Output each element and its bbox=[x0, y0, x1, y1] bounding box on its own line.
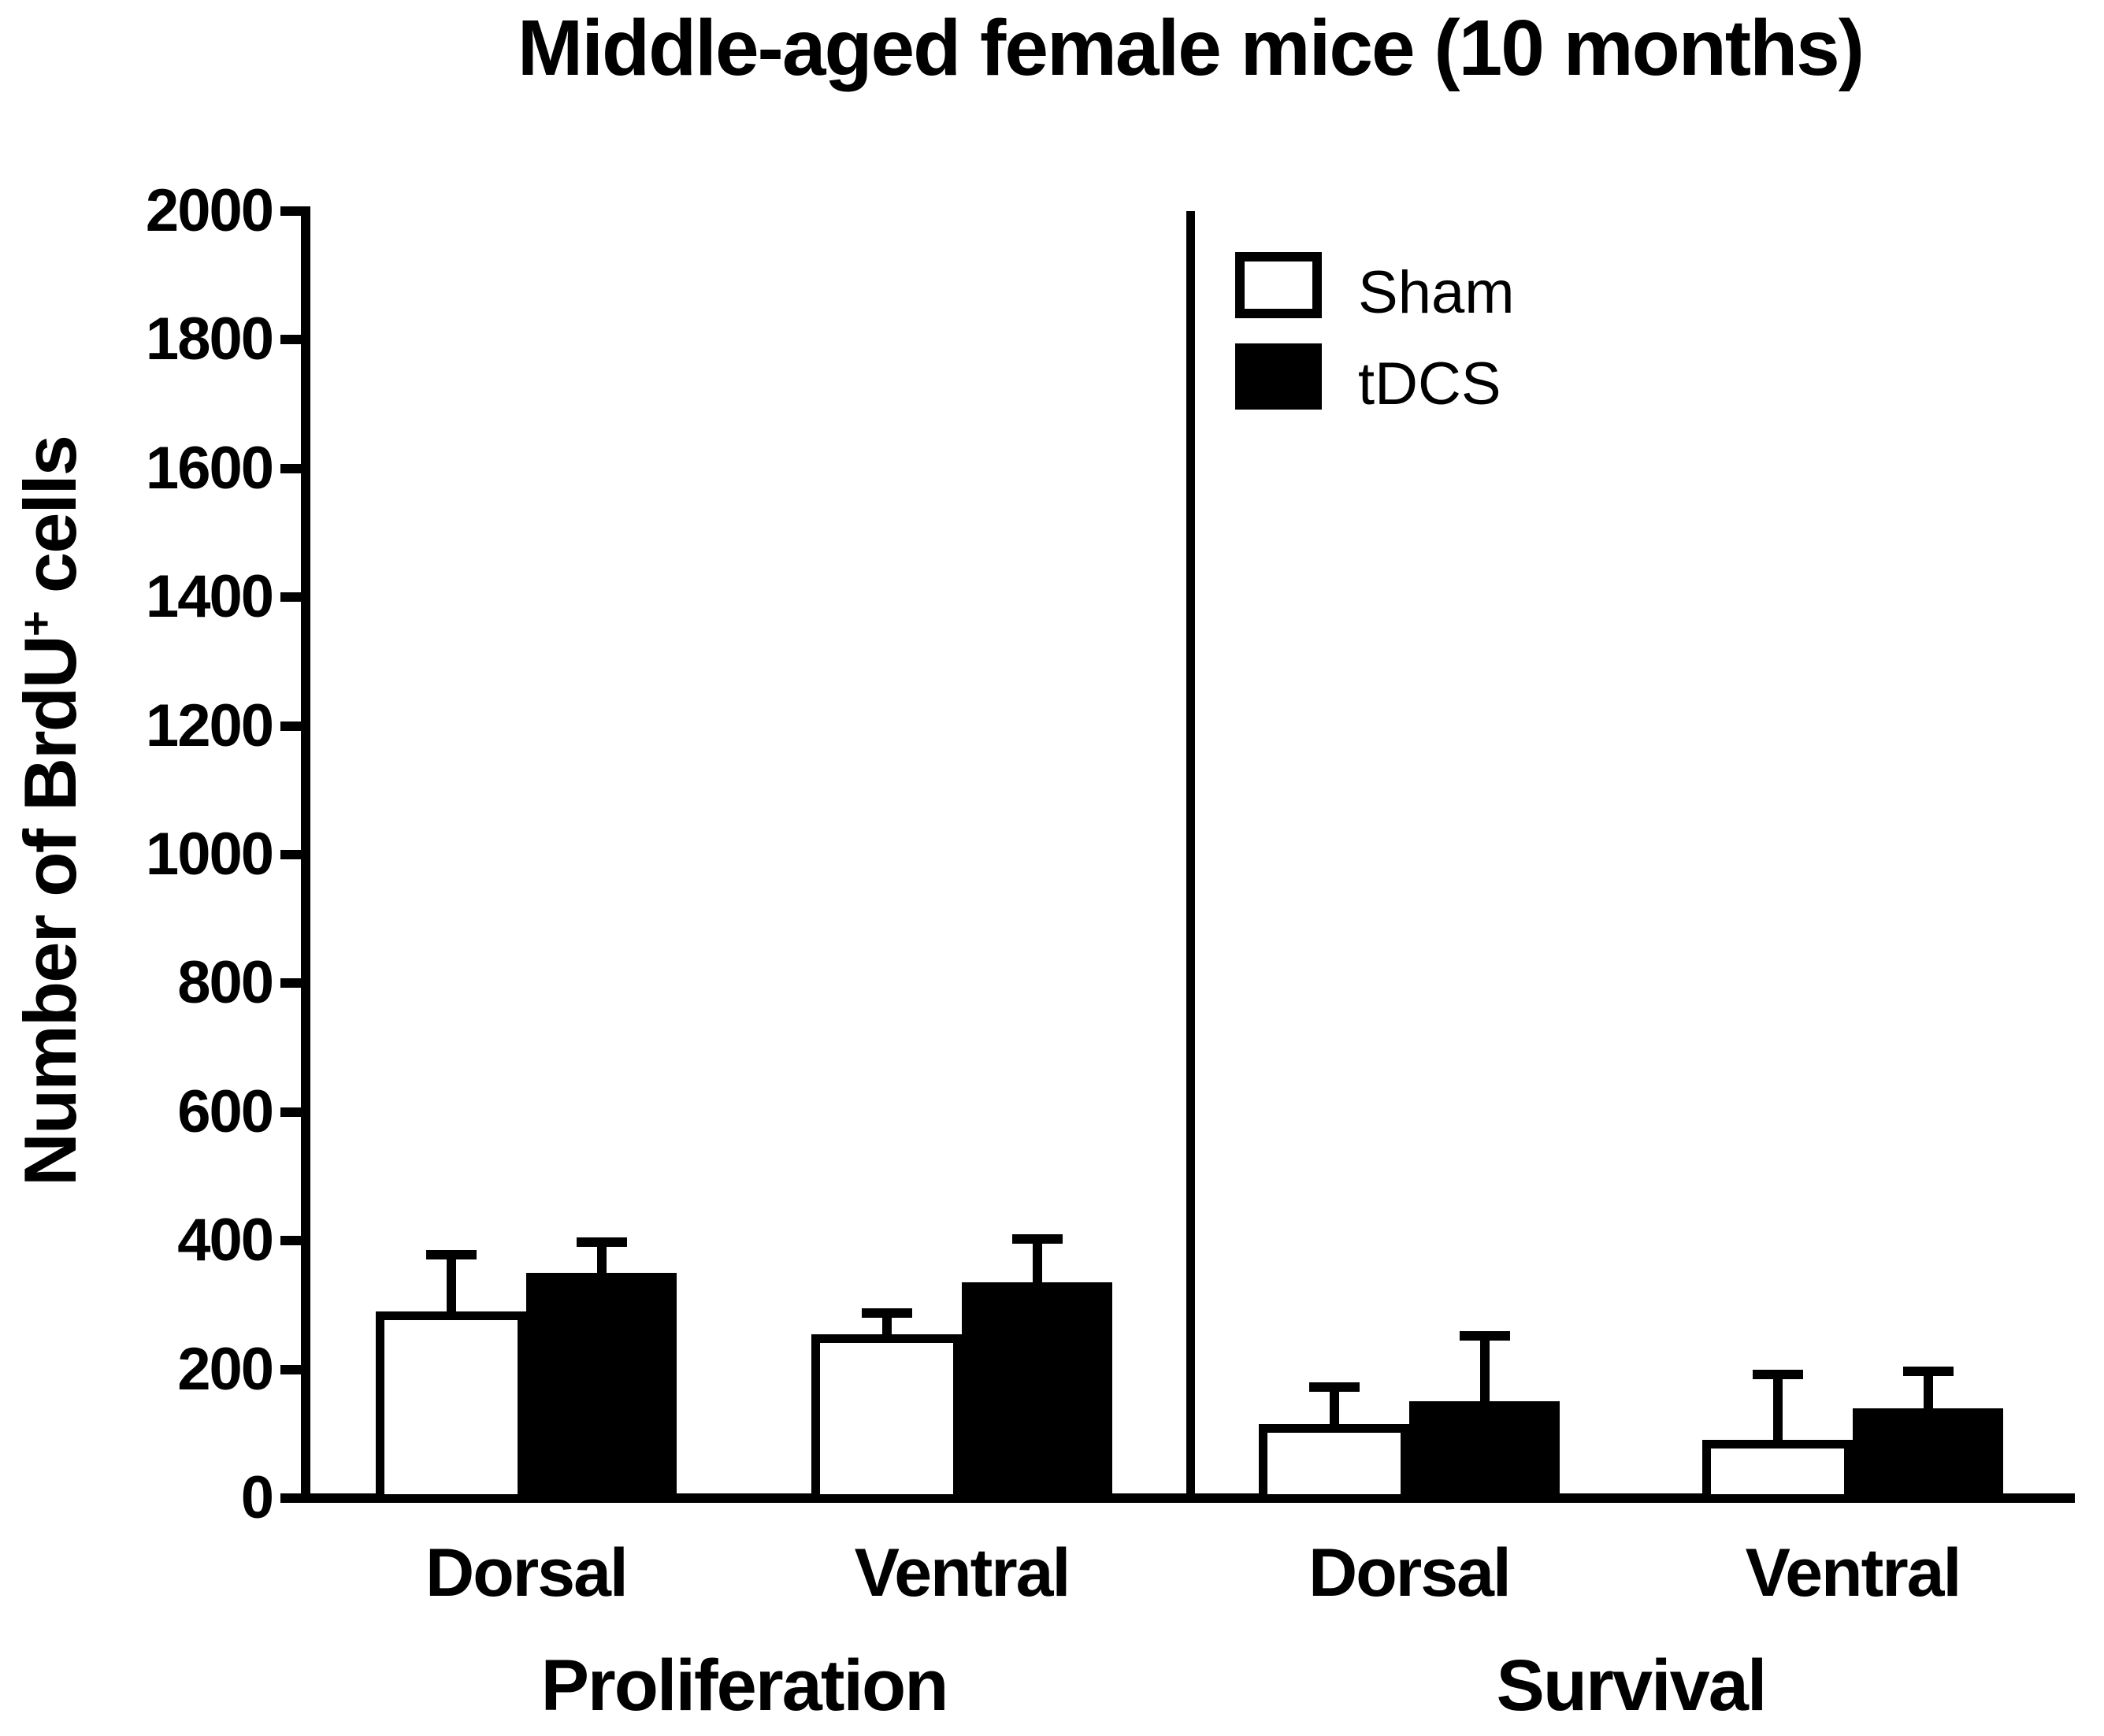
error-bar-cap-sham-survival-ventral bbox=[1752, 1369, 1803, 1379]
x-section-label-survival: Survival bbox=[1496, 1645, 1768, 1726]
y-tick bbox=[280, 721, 301, 731]
y-tick bbox=[280, 592, 301, 603]
section-separator-line bbox=[1186, 211, 1195, 1503]
bar-tdcs-survival-dorsal bbox=[1409, 1401, 1560, 1503]
y-tick bbox=[280, 1236, 301, 1246]
error-bar-stem-sham-survival-dorsal bbox=[1329, 1382, 1339, 1425]
x-category-label-proliferation-ventral: Ventral bbox=[854, 1535, 1071, 1611]
y-tick-label: 1800 bbox=[145, 306, 274, 373]
y-tick-label: 200 bbox=[177, 1335, 274, 1403]
chart-title: Middle-aged female mice (10 months) bbox=[517, 4, 1865, 92]
x-category-label-proliferation-dorsal: Dorsal bbox=[425, 1535, 629, 1611]
legend-label-tdcs: tDCS bbox=[1358, 351, 1501, 417]
x-category-label-survival-dorsal: Dorsal bbox=[1308, 1535, 1512, 1611]
legend-swatch-tdcs bbox=[1235, 343, 1322, 410]
y-tick bbox=[280, 850, 301, 859]
y-tick bbox=[280, 206, 301, 216]
error-bar-cap-sham-proliferation-ventral bbox=[861, 1308, 912, 1318]
error-bar-stem-tdcs-proliferation-ventral bbox=[1032, 1234, 1042, 1283]
error-bar-cap-sham-proliferation-dorsal bbox=[425, 1250, 477, 1260]
y-axis-line bbox=[301, 206, 310, 1503]
error-bar-cap-sham-survival-dorsal bbox=[1308, 1382, 1360, 1392]
bar-sham-survival-dorsal bbox=[1259, 1424, 1409, 1503]
bar-tdcs-proliferation-ventral bbox=[962, 1282, 1112, 1503]
y-tick-label: 1000 bbox=[145, 821, 274, 888]
y-tick bbox=[280, 1493, 301, 1503]
x-category-label-survival-ventral: Ventral bbox=[1745, 1535, 1962, 1611]
y-tick bbox=[280, 978, 301, 989]
legend-label-sham: Sham bbox=[1358, 259, 1515, 326]
legend-swatch-sham bbox=[1235, 252, 1322, 318]
y-tick bbox=[280, 1364, 301, 1374]
error-bar-stem-sham-survival-ventral bbox=[1772, 1369, 1783, 1441]
error-bar-stem-tdcs-survival-dorsal bbox=[1479, 1330, 1490, 1402]
error-bar-cap-tdcs-survival-ventral bbox=[1902, 1366, 1954, 1376]
y-axis-title: Number of BrdU+ cells bbox=[8, 436, 93, 1186]
y-tick-label: 1200 bbox=[145, 692, 274, 759]
y-tick-label: 400 bbox=[177, 1207, 274, 1274]
bar-sham-proliferation-dorsal bbox=[376, 1311, 526, 1503]
bar-sham-proliferation-ventral bbox=[811, 1334, 962, 1503]
y-tick-label: 800 bbox=[177, 949, 274, 1017]
error-bar-stem-sham-proliferation-dorsal bbox=[446, 1250, 456, 1312]
x-section-label-proliferation: Proliferation bbox=[540, 1645, 949, 1726]
bar-tdcs-survival-ventral bbox=[1853, 1408, 2003, 1503]
error-bar-cap-tdcs-proliferation-ventral bbox=[1011, 1234, 1063, 1245]
error-bar-cap-tdcs-survival-dorsal bbox=[1459, 1330, 1510, 1341]
y-tick-label: 0 bbox=[240, 1464, 274, 1531]
y-tick-label: 600 bbox=[177, 1078, 274, 1145]
error-bar-cap-tdcs-proliferation-dorsal bbox=[576, 1237, 627, 1248]
y-tick bbox=[280, 463, 301, 473]
error-bar-stem-tdcs-survival-ventral bbox=[1923, 1366, 1933, 1408]
bar-sham-survival-ventral bbox=[1702, 1440, 1853, 1503]
y-tick bbox=[280, 1107, 301, 1117]
bar-tdcs-proliferation-dorsal bbox=[526, 1273, 677, 1503]
y-tick-label: 1400 bbox=[145, 563, 274, 631]
y-tick-label: 2000 bbox=[145, 177, 274, 244]
y-tick-label: 1600 bbox=[145, 434, 274, 502]
y-tick bbox=[280, 335, 301, 345]
